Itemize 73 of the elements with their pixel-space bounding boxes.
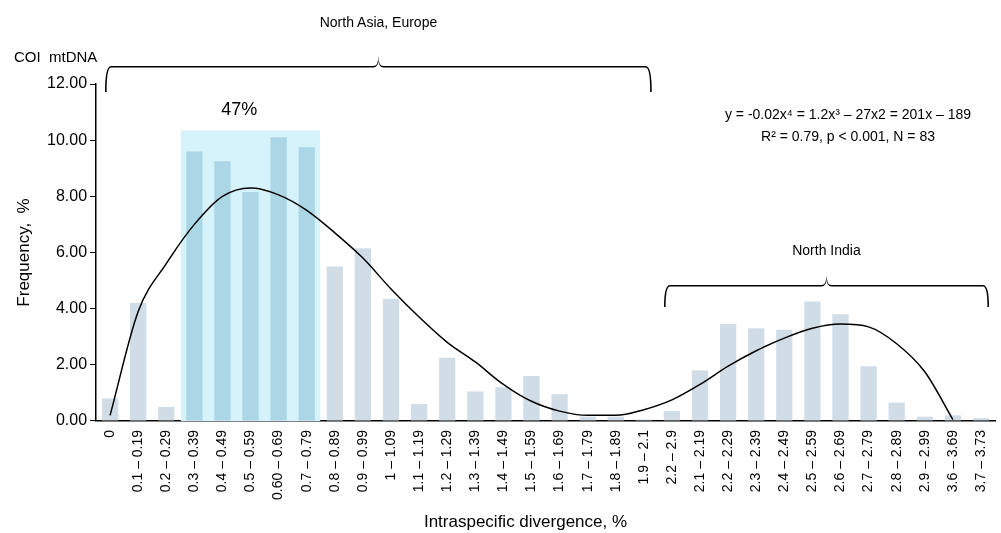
annotation: 47% bbox=[221, 98, 258, 120]
y-tick-label: 0.00 bbox=[55, 411, 88, 429]
bar bbox=[748, 328, 765, 421]
x-tick-label: 1.3 – 1.39 bbox=[466, 429, 483, 493]
bar bbox=[860, 366, 877, 421]
bar bbox=[270, 137, 287, 421]
text: North Asia, Europe bbox=[319, 14, 438, 30]
x-tick-label: 1.7 – 1.79 bbox=[578, 429, 595, 493]
bar bbox=[214, 161, 231, 421]
x-tick-label: 0 bbox=[100, 429, 117, 438]
x-tick-label: 2.1 – 2.19 bbox=[690, 429, 707, 493]
y-tick-label: 6.00 bbox=[55, 242, 88, 260]
x-tick-label: 0.9 – 0.99 bbox=[353, 429, 370, 493]
x-tick-label: 0.8 – 0.89 bbox=[325, 429, 342, 493]
x-tick-label: 1.5 – 1.59 bbox=[522, 429, 539, 493]
x-tick-label: 3.7 – 3.73 bbox=[971, 429, 988, 493]
bar bbox=[130, 303, 147, 421]
x-tick-label: 2.2 – 2.29 bbox=[718, 429, 735, 493]
x-tick-label: 2.5 – 2.59 bbox=[803, 429, 820, 493]
bar bbox=[158, 406, 175, 421]
y-tick-label: 2.00 bbox=[55, 355, 88, 373]
bar bbox=[832, 314, 849, 421]
x-tick-label: 0.1 – 0.19 bbox=[129, 429, 146, 493]
bar bbox=[523, 376, 540, 421]
bar bbox=[663, 411, 681, 421]
x-tick-label: 0.60 – 0.69 bbox=[269, 429, 286, 500]
bar bbox=[242, 192, 259, 421]
bar bbox=[101, 398, 119, 421]
x-tick-label: 1 – 1.09 bbox=[381, 429, 398, 481]
bar bbox=[495, 387, 512, 421]
bar bbox=[298, 147, 315, 421]
x-tick-label: 0.2 – 0.29 bbox=[157, 429, 174, 493]
x-tick-label: 1.2 – 1.29 bbox=[438, 429, 455, 493]
x-tick-label: 0.5 – 0.59 bbox=[241, 429, 258, 493]
x-tick-label: 1.9 – 2.1 bbox=[634, 429, 651, 485]
bar bbox=[467, 391, 484, 421]
y-tick-label: 12.00 bbox=[46, 74, 88, 92]
bar bbox=[439, 357, 456, 421]
bar bbox=[382, 298, 400, 421]
bar bbox=[354, 248, 372, 421]
bar bbox=[719, 324, 737, 421]
y-tick-label: 4.00 bbox=[55, 299, 88, 317]
x-tick-label: 1.8 – 1.89 bbox=[606, 429, 623, 493]
y-tick-label: 8.00 bbox=[55, 186, 88, 204]
annotation: North India bbox=[792, 241, 861, 258]
x-axis-title: Intraspecific divergence, % bbox=[423, 511, 628, 531]
bar bbox=[551, 394, 568, 421]
x-tick-label: 1.6 – 1.69 bbox=[550, 429, 567, 493]
x-tick-label: 2.2 – 2.9 bbox=[662, 429, 679, 485]
x-tick-label: 1.4 – 1.49 bbox=[494, 429, 511, 493]
x-tick-label: 2.8 – 2.89 bbox=[887, 429, 904, 493]
bar bbox=[804, 301, 821, 421]
x-tick-label: 2.6 – 2.69 bbox=[831, 429, 848, 493]
bar bbox=[186, 151, 203, 421]
chart-title: COI mtDNA bbox=[14, 48, 98, 66]
bar bbox=[691, 370, 709, 421]
x-tick-label: 2.9 – 2.99 bbox=[915, 429, 932, 493]
y-tick-label: 10.00 bbox=[46, 130, 88, 148]
x-tick-label: 0.4 – 0.49 bbox=[213, 429, 230, 493]
y-axis-title: Frequency, % bbox=[13, 198, 33, 307]
bar bbox=[888, 402, 905, 421]
annotation: y = -0.02x⁴ = 1.2x³ – 27x2 = 201x – 189 bbox=[724, 106, 972, 122]
bar bbox=[410, 404, 428, 421]
bar bbox=[326, 266, 343, 421]
x-tick-label: 0.7 – 0.79 bbox=[297, 429, 314, 493]
x-tick-label: 2.3 – 2.39 bbox=[747, 429, 764, 493]
x-tick-label: 2.7 – 2.79 bbox=[859, 429, 876, 493]
x-tick-label: 0.3 – 0.39 bbox=[185, 429, 202, 493]
x-tick-label: 3.6 – 3.69 bbox=[943, 429, 960, 493]
annotation: R² = 0.79, p < 0.001, N = 83 bbox=[761, 128, 935, 144]
x-tick-label: 2.4 – 2.49 bbox=[775, 429, 792, 493]
bar bbox=[776, 329, 793, 421]
x-tick-label: 1.1 – 1.19 bbox=[409, 429, 426, 493]
